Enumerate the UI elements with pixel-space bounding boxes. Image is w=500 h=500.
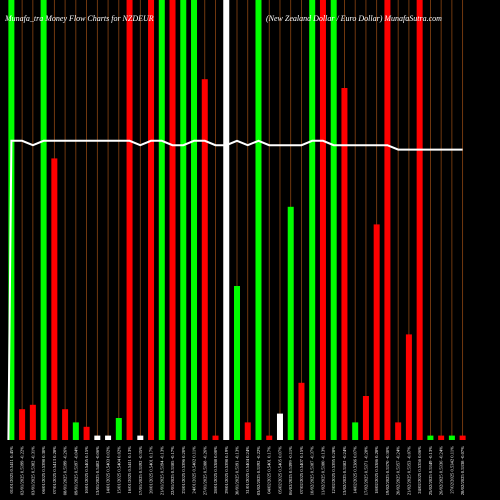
- x-tick-labels: 01/01/2025 0.5411 0.45% 02/01/2025 0.5399…: [9, 446, 465, 495]
- x-tick-label: 14/02/2025 0.5386 0.07%: [353, 446, 358, 494]
- x-tick-label: 17/02/2025 0.5371 -0.28%: [363, 446, 368, 495]
- x-tick-label: 24/01/2025 0.5402 0.11%: [192, 446, 197, 494]
- bar: [416, 0, 423, 440]
- bar: [287, 206, 294, 440]
- money-flow-line: [7, 139, 463, 441]
- bar: [212, 435, 219, 440]
- x-tick-label: 20/02/2025 0.5357 -0.24%: [396, 446, 401, 495]
- x-tick-label: 24/02/2025 0.5356 0.06%: [417, 446, 422, 494]
- x-tick-label: 07/02/2025 0.5407 0.15%: [299, 446, 304, 494]
- x-tick-label: 27/01/2025 0.5388 -0.26%: [202, 446, 207, 495]
- bar: [148, 0, 155, 440]
- bar: [298, 382, 305, 440]
- x-tick-label: 12/02/2025 0.5395 0.28%: [331, 446, 336, 494]
- x-tick-label: 22/01/2025 0.5385 -0.17%: [170, 446, 175, 495]
- x-tick-label: 03/01/2025 0.5382 -0.31%: [30, 446, 35, 495]
- x-tick-label: 14/01/2025 0.5403 0.02%: [106, 446, 111, 494]
- bar: [62, 409, 69, 440]
- bar: [126, 0, 133, 440]
- bar: [448, 435, 455, 440]
- x-tick-label: 06/01/2025 0.5398 0.30%: [41, 446, 46, 494]
- bar: [83, 426, 90, 440]
- x-tick-label: 13/01/2025 0.5402 -0.06%: [95, 446, 100, 495]
- x-tick-label: 03/02/2025 0.5392 -0.22%: [256, 446, 261, 495]
- bar: [94, 435, 101, 440]
- bar: [19, 409, 26, 440]
- bar: [115, 418, 122, 440]
- x-tick-label: 29/01/2025 0.5398 0.19%: [224, 446, 229, 494]
- bar: [405, 334, 412, 440]
- x-tick-label: 06/02/2025 0.5399 -0.11%: [288, 446, 293, 495]
- chart-title-left: Munafa_tra Money Flow Charts for NZDEUR: [4, 14, 154, 23]
- bar: [29, 404, 36, 440]
- x-tick-label: 26/02/2025 0.5336 -0.24%: [439, 446, 444, 495]
- bar: [341, 88, 348, 440]
- bar: [223, 0, 230, 440]
- bar: [352, 422, 359, 440]
- bar: [191, 0, 198, 440]
- x-tick-label: 27/02/2025 0.5342 0.11%: [449, 446, 454, 494]
- x-tick-label: 10/01/2025 0.5405 0.15%: [84, 446, 89, 494]
- x-tick-label: 28/01/2025 0.5388 0.00%: [213, 446, 218, 494]
- x-tick-label: 18/02/2025 0.5386 0.28%: [374, 446, 379, 494]
- x-tick-label: 04/02/2025 0.5401 0.17%: [267, 446, 272, 494]
- x-tick-label: 23/01/2025 0.5396 0.20%: [181, 446, 186, 494]
- bars: [8, 0, 466, 440]
- x-tick-label: 21/02/2025 0.5353 -0.07%: [406, 446, 411, 495]
- bar: [40, 0, 47, 440]
- bar: [395, 422, 402, 440]
- x-tick-label: 09/01/2025 0.5397 -0.04%: [73, 446, 78, 495]
- x-tick-label: 11/02/2025 0.5380 -0.13%: [320, 446, 325, 495]
- bar: [373, 224, 380, 440]
- x-tick-label: 05/02/2025 0.5405 0.07%: [277, 446, 282, 494]
- x-tick-label: 31/01/2025 0.5404 0.24%: [245, 446, 250, 494]
- chart-title-right: (New Zealand Dollar / Euro Dollar) Munaf…: [266, 14, 442, 23]
- bar: [266, 435, 273, 440]
- x-tick-label: 08/01/2025 0.5399 -0.26%: [63, 446, 68, 495]
- x-tick-label: 25/02/2025 0.5349 -0.13%: [428, 446, 433, 495]
- bar: [309, 0, 316, 440]
- bar: [158, 0, 165, 440]
- bar: [276, 413, 283, 440]
- x-tick-label: 21/01/2025 0.5394 -0.13%: [159, 446, 164, 495]
- bar: [438, 435, 445, 440]
- bar: [51, 158, 58, 440]
- flow-line-layer: [7, 139, 463, 441]
- bar: [330, 0, 337, 440]
- x-tick-label: 16/01/2025 0.5411 0.13%: [127, 446, 132, 494]
- x-tick-label: 10/02/2025 0.5387 -0.37%: [310, 446, 315, 495]
- bar: [427, 435, 434, 440]
- bar: [180, 0, 187, 440]
- bar: [384, 0, 391, 440]
- x-tick-label: 13/02/2025 0.5382 -0.24%: [342, 446, 347, 495]
- x-tick-label: 02/01/2025 0.5399 -0.22%: [20, 446, 25, 495]
- bar: [105, 435, 112, 440]
- bar: [255, 0, 262, 440]
- x-tick-label: 30/01/2025 0.5391 -0.13%: [235, 446, 240, 495]
- bar: [169, 0, 176, 440]
- bar: [72, 422, 79, 440]
- x-tick-label: 28/02/2025 0.5338 -0.07%: [460, 446, 465, 495]
- x-tick-label: 20/01/2025 0.5401 0.17%: [149, 446, 154, 494]
- x-tick-label: 15/01/2025 0.5404 0.02%: [116, 446, 121, 494]
- x-tick-label: 19/02/2025 0.5370 -0.30%: [385, 446, 390, 495]
- x-tick-label: 17/01/2025 0.5392 -0.35%: [138, 446, 143, 495]
- bar: [362, 396, 369, 440]
- x-tick-label: 01/01/2025 0.5411 0.45%: [9, 446, 14, 494]
- bar: [319, 0, 326, 440]
- bar: [201, 79, 208, 440]
- bar: [459, 435, 466, 440]
- bar: [244, 422, 251, 440]
- x-tick-label: 07/01/2025 0.5413 0.28%: [52, 446, 57, 494]
- bar: [137, 435, 144, 440]
- bar: [234, 286, 240, 440]
